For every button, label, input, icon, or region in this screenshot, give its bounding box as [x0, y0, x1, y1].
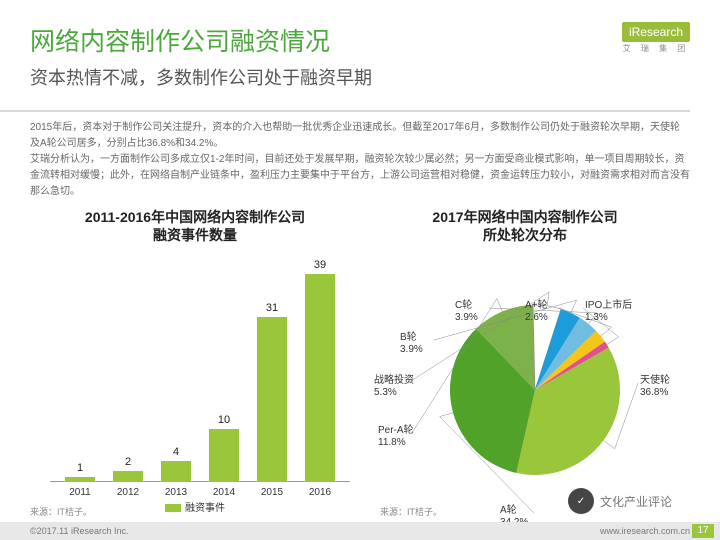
pie-title-l1: 2017年网络中国内容制作公司	[360, 208, 690, 226]
pie-label: Per-A轮11.8%	[378, 425, 414, 448]
bar: 312015	[257, 317, 287, 482]
logo-subtext: 艾 瑞 集 团	[622, 43, 690, 54]
pie-label: 天使轮36.8%	[640, 375, 670, 398]
page-title: 网络内容制作公司融资情况	[30, 22, 690, 58]
watermark-text: 文化产业评论	[600, 493, 672, 510]
description-block: 2015年后，资本对于制作公司关注提升，资本的介入也帮助一批优秀企业迅速成长。但…	[0, 120, 720, 200]
bar-value: 10	[209, 414, 239, 426]
bar: 102014	[209, 429, 239, 482]
pie-label: B轮3.9%	[400, 332, 423, 355]
bar-value: 4	[161, 446, 191, 458]
bar-value: 39	[305, 259, 335, 271]
desc-p1: 2015年后，资本对于制作公司关注提升，资本的介入也帮助一批优秀企业迅速成长。但…	[30, 120, 690, 152]
bar-title-l1: 2011-2016年中国网络内容制作公司	[30, 208, 360, 226]
bar-category: 2013	[161, 487, 191, 498]
bar-value: 31	[257, 302, 287, 314]
bar: 12011	[65, 477, 95, 482]
bar-category: 2015	[257, 487, 287, 498]
bar: 42013	[161, 461, 191, 482]
page-number: 17	[692, 524, 714, 538]
copyright: ©2017.11 iResearch Inc.	[30, 526, 129, 536]
pie-title-l2: 所处轮次分布	[360, 226, 690, 244]
footer-url: www.iresearch.com.cn	[600, 526, 690, 536]
bar: 22012	[113, 471, 143, 482]
bar-value: 2	[113, 456, 143, 468]
bar-value: 1	[65, 462, 95, 474]
bar-title-l2: 融资事件数量	[30, 226, 360, 244]
bar-chart: 2011-2016年中国网络内容制作公司 融资事件数量 120112201242…	[30, 208, 360, 522]
bar-category: 2016	[305, 487, 335, 498]
footer: ©2017.11 iResearch Inc. www.iresearch.co…	[0, 522, 720, 540]
header-divider	[0, 110, 690, 112]
pie-chart: 2017年网络中国内容制作公司 所处轮次分布 天使轮36.8%A轮34.2%Pe…	[360, 208, 690, 522]
bar: 392016	[305, 274, 335, 482]
desc-p2: 艾瑞分析认为，一方面制作公司多成立仅1-2年时间，目前还处于发展早期，融资轮次较…	[30, 152, 690, 200]
logo-text: iResearch	[622, 22, 690, 42]
pie-label: IPO上市后1.3%	[585, 300, 632, 323]
legend-label: 融资事件	[185, 503, 225, 514]
watermark: ✓ 文化产业评论	[568, 488, 672, 514]
pie-label: A+轮2.6%	[525, 300, 548, 323]
pie-label: C轮3.9%	[455, 300, 478, 323]
pie-source: 来源：IT桔子。	[380, 505, 442, 518]
page-subtitle: 资本热情不减，多数制作公司处于融资早期	[30, 64, 690, 90]
legend-swatch	[165, 504, 181, 512]
bar-source: 来源：IT桔子。	[30, 505, 92, 518]
bar-category: 2012	[113, 487, 143, 498]
wechat-icon: ✓	[568, 488, 594, 514]
bar-category: 2011	[65, 487, 95, 498]
pie-label: 战略投资5.3%	[374, 375, 414, 398]
logo: iResearch 艾 瑞 集 团	[622, 22, 690, 54]
bar-category: 2014	[209, 487, 239, 498]
